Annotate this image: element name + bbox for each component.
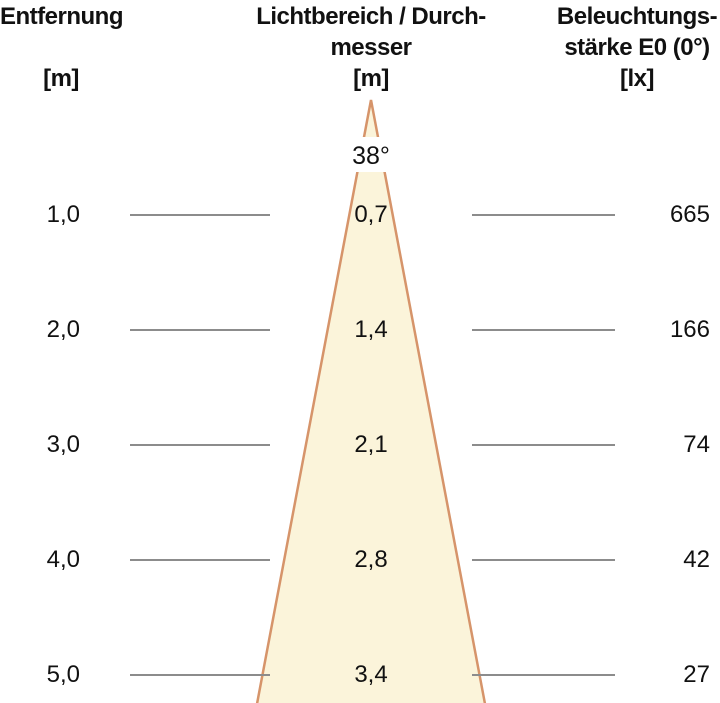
beam-angle-mask <box>336 137 406 172</box>
level-line-right <box>472 559 615 561</box>
light-cone-shape <box>255 99 487 703</box>
diameter-value: 2,1 <box>354 431 388 458</box>
illuminance-title-line1: Beleuchtungs- <box>556 3 718 30</box>
column-header-diameter: Lichtbereich / Durch- messer [m] <box>246 1 496 94</box>
diameter-value: 1,4 <box>354 316 388 343</box>
distance-value: 4,0 <box>46 546 80 573</box>
distance-value: 5,0 <box>46 661 80 688</box>
diameter-value: 2,8 <box>354 546 388 573</box>
illuminance-value: 42 <box>683 546 710 573</box>
illuminance-value: 166 <box>669 316 710 343</box>
illuminance-unit: [lx] <box>620 65 655 92</box>
diameter-value: 0,7 <box>354 201 388 228</box>
level-line-left <box>130 559 270 561</box>
diameter-title-line2: messer <box>330 34 412 61</box>
level-line-right <box>472 444 615 446</box>
illuminance-value: 74 <box>683 431 710 458</box>
diameter-title-line1: Lichtbereich / Durch- <box>256 3 486 30</box>
column-header-illuminance: Beleuchtungs- stärke E0 (0°) [lx] <box>556 1 718 94</box>
illuminance-title-line2: stärke E0 (0°) <box>564 34 710 61</box>
diameter-value: 3,4 <box>354 661 388 688</box>
level-line-left <box>130 214 270 216</box>
level-line-left <box>130 674 270 676</box>
column-header-distance: Entfernung [m] <box>0 1 123 94</box>
distance-value: 3,0 <box>46 431 80 458</box>
level-line-left <box>130 444 270 446</box>
beam-angle-label: 38° <box>352 142 390 170</box>
level-line-right <box>472 329 615 331</box>
distance-unit: [m] <box>43 65 79 92</box>
level-line-left <box>130 329 270 331</box>
illuminance-value: 665 <box>669 201 710 228</box>
distance-value: 1,0 <box>46 201 80 228</box>
level-line-right <box>472 674 615 676</box>
level-line-right <box>472 214 615 216</box>
diameter-unit: [m] <box>353 65 389 92</box>
distance-value: 2,0 <box>46 316 80 343</box>
distance-title: Entfernung <box>0 3 123 30</box>
illuminance-value: 27 <box>683 661 710 688</box>
